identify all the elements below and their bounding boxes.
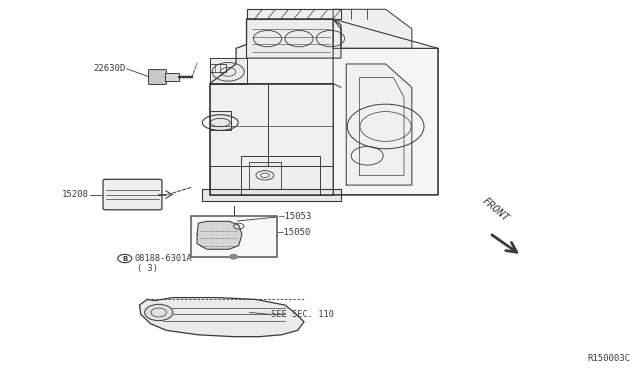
- Circle shape: [230, 254, 237, 259]
- Polygon shape: [210, 83, 268, 166]
- Text: —15053: —15053: [279, 212, 311, 221]
- Polygon shape: [140, 298, 304, 337]
- Text: 08188-6301A: 08188-6301A: [134, 254, 192, 263]
- Bar: [165, 73, 179, 81]
- Polygon shape: [210, 58, 246, 83]
- Text: 15208: 15208: [61, 190, 88, 199]
- Polygon shape: [249, 161, 280, 189]
- Polygon shape: [246, 19, 341, 58]
- Polygon shape: [268, 83, 333, 166]
- Polygon shape: [197, 221, 242, 249]
- FancyArrowPatch shape: [492, 235, 516, 252]
- Text: B: B: [122, 256, 127, 262]
- Polygon shape: [210, 19, 438, 195]
- Text: R150003C: R150003C: [588, 354, 630, 363]
- Text: SEE SEC. 110: SEE SEC. 110: [271, 310, 334, 319]
- Polygon shape: [210, 166, 333, 195]
- FancyBboxPatch shape: [148, 70, 166, 84]
- Polygon shape: [346, 64, 412, 185]
- Bar: [191, 216, 277, 257]
- Polygon shape: [246, 9, 341, 19]
- Text: FRONT: FRONT: [480, 195, 510, 223]
- Polygon shape: [333, 9, 412, 48]
- Circle shape: [145, 304, 173, 321]
- FancyBboxPatch shape: [103, 179, 162, 210]
- Text: —15050: —15050: [278, 228, 310, 237]
- Polygon shape: [333, 19, 438, 195]
- Text: ( 3): ( 3): [137, 264, 158, 273]
- Polygon shape: [210, 111, 231, 131]
- Polygon shape: [210, 64, 225, 72]
- Text: 22630D: 22630D: [93, 64, 125, 73]
- Polygon shape: [241, 156, 320, 195]
- Polygon shape: [202, 189, 341, 201]
